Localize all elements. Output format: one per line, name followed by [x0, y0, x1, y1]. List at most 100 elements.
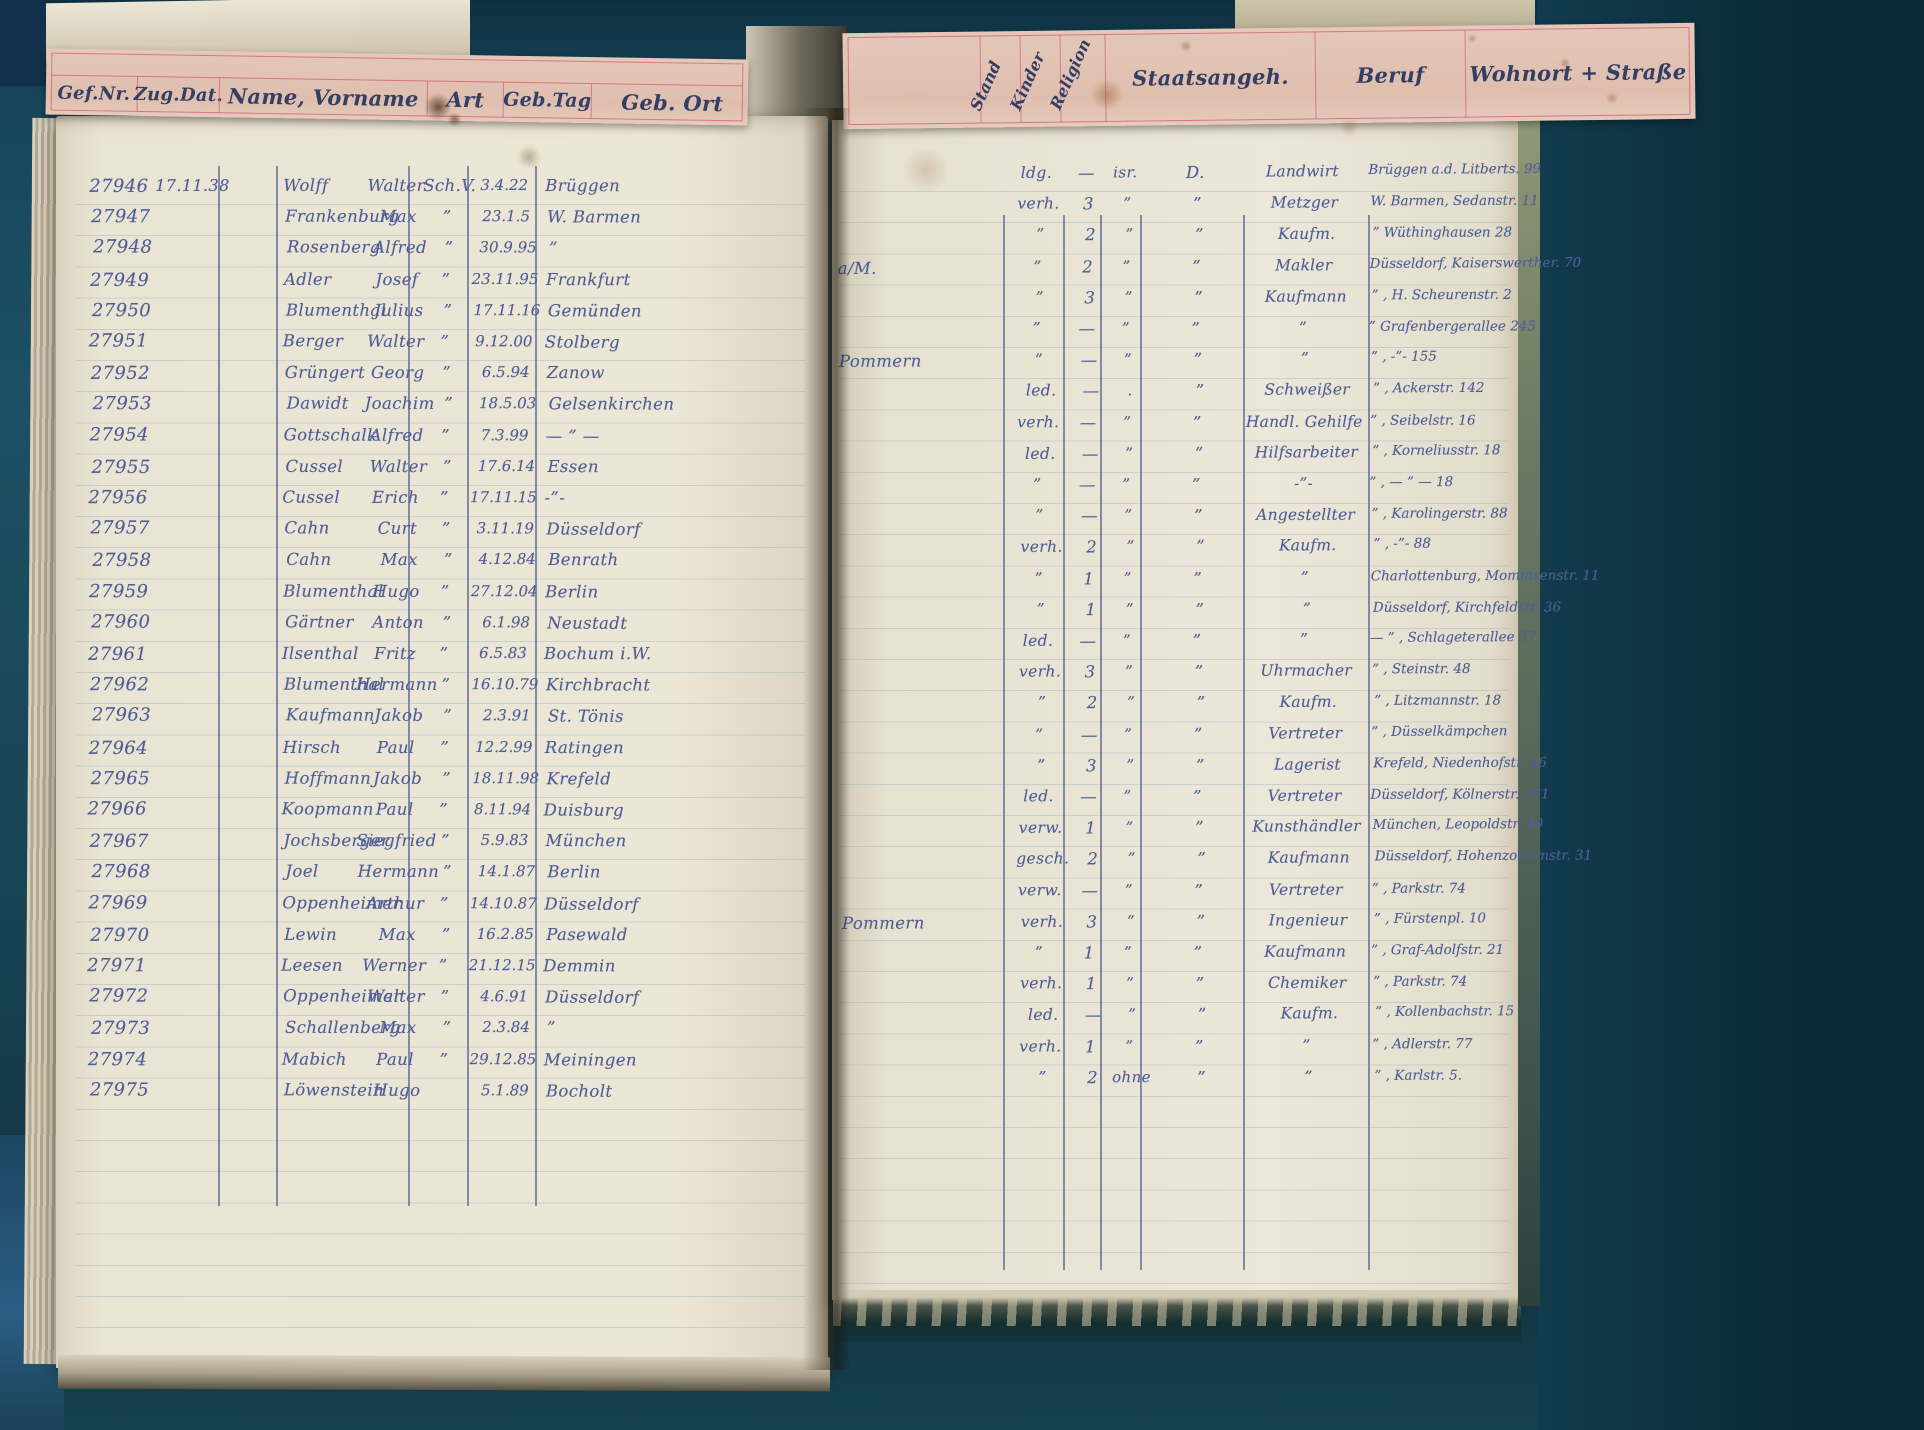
- cell-wohnort: Düsseldorf, Hohenzollernstr. 31: [1374, 847, 1593, 865]
- cell-art: ”: [440, 987, 450, 1007]
- cell-geb-tag: 2.3.84: [482, 1018, 530, 1037]
- cell-geb-tag: 8.11.94: [473, 800, 532, 819]
- cell-gef-nr: 27957: [90, 517, 150, 539]
- cell-kinder: —: [1079, 412, 1097, 432]
- ledger-row: verh. 1 ” ” ” ” , Adlerstr. 77: [832, 1035, 1532, 1068]
- cell-wohnort: W. Barmen, Sedanstr. 11: [1370, 192, 1539, 210]
- ledger-row: a/M. ” 2 ” ” Makler Düsseldorf, Kaiserswerther…: [830, 254, 1582, 290]
- cell-gef-nr: 27948: [93, 236, 153, 259]
- cell-staatsangeh: ”: [1191, 474, 1201, 494]
- cell-kinder: 1: [1085, 974, 1097, 994]
- cell-geb-tag: 2.3.91: [482, 706, 531, 725]
- cell-stand: ”: [1034, 350, 1044, 370]
- cell-staatsangeh: ”: [1196, 537, 1206, 557]
- cell-gef-nr: 27969: [88, 891, 148, 914]
- cell-beruf: -”-: [1293, 474, 1313, 493]
- cell-religion: ”: [1127, 849, 1136, 868]
- cell-religion: ”: [1124, 880, 1133, 899]
- cell-beruf: Schweißer: [1264, 380, 1350, 400]
- cell-geb-ort: Frankfurt: [545, 269, 631, 289]
- ledger-row: 27966 Koopmann Paul” 8.11.94 Duisburg: [54, 798, 826, 833]
- cell-gef-nr: 27950: [91, 299, 152, 322]
- cell-wohnort: ” , Düsselkämpchen: [1371, 722, 1508, 740]
- cell-kinder: 3: [1084, 288, 1096, 308]
- cell-geb-ort: Pasewald: [546, 924, 628, 944]
- cell-geb-ort: Meiningen: [543, 1049, 638, 1070]
- cell-art: ”: [440, 581, 450, 601]
- cell-art: ”: [441, 519, 451, 539]
- gutter-shadow: [802, 108, 850, 1370]
- cell-beruf: ”: [1304, 1067, 1313, 1086]
- cell-geb-tag: 23.11.95: [471, 269, 539, 288]
- column-header-wohnort-strasse: Wohnort + Straße: [1469, 58, 1687, 87]
- cell-wohnort: München, Leopoldstr. 40: [1372, 816, 1544, 834]
- cell-stand: verh.: [1017, 412, 1060, 431]
- book-cover-corner: [0, 0, 46, 86]
- cell-beruf: Vertreter: [1268, 880, 1343, 899]
- ledger-row: ” 3 ” ” Lagerist Krefeld, Niedenhofstr. 46: [833, 755, 1547, 788]
- cell-art: ”: [439, 487, 449, 508]
- cell-wohnort: ” , Graf-Adolfstr. 21: [1371, 941, 1505, 959]
- cell-beruf: Metzger: [1270, 193, 1339, 212]
- cell-kinder: —: [1077, 163, 1095, 183]
- cell-religion: ”: [1124, 724, 1133, 743]
- cell-geb-ort: Düsseldorf: [546, 519, 641, 540]
- cell-beruf: ”: [1302, 599, 1311, 618]
- cell-beruf: Angestellter: [1256, 505, 1355, 525]
- cell-staatsangeh: ”: [1197, 849, 1207, 869]
- cell-geb-ort: — ” —: [545, 426, 600, 446]
- rust-spot: [1090, 80, 1124, 110]
- cell-staatsangeh: ”: [1195, 381, 1205, 401]
- ledger-row: ” 2 ” ” Kaufm. ” , Litzmannstr. 18: [834, 693, 1534, 725]
- cell-art: ”: [439, 893, 449, 913]
- cell-kinder: —: [1080, 787, 1098, 807]
- cell-gef-nr: 27955: [91, 456, 151, 478]
- cell-geb-ort: Gelsenkirchen: [548, 394, 675, 414]
- cell-staatsangeh: ”: [1197, 1005, 1207, 1025]
- cell-beruf: Vertreter: [1267, 786, 1342, 805]
- ledger-row: 27974 Mabich Paul” 29.12.85 Meiningen: [54, 1049, 826, 1082]
- foxing-spot: [900, 150, 952, 190]
- ledger-row: 27958 Cahn Max” 4.12.84 Benrath: [58, 550, 830, 581]
- ledger-row: ” 1 ” ” ” Düsseldorf, Kirchfeldstr. 36: [833, 599, 1561, 631]
- cell-kinder: 2: [1085, 225, 1097, 245]
- rust-spot: [1560, 58, 1570, 68]
- cell-wohnort: ” , Ackerstr. 142: [1373, 380, 1485, 397]
- cell-geb-tag: 4.12.84: [478, 550, 536, 569]
- cell-geb-tag: 9.12.00: [475, 332, 533, 351]
- column-header-art: Art: [446, 86, 485, 112]
- cell-staatsangeh: ”: [1195, 599, 1205, 619]
- ledger-row: 27952 Grüngert Georg” 6.5.94 Zanow: [57, 363, 829, 394]
- cell-gef-nr: 27953: [92, 393, 152, 415]
- cell-geb-ort: Zanow: [546, 363, 605, 383]
- cell-stand: verh.: [1019, 1037, 1062, 1056]
- cell-art: ”: [442, 207, 452, 227]
- ledger-row: verh. 3 ” ” Metzger W. Barmen, Sedanstr. 11: [830, 193, 1538, 226]
- ledger-row: verw. 1 ” ” Kunsthändler München, Leopoldstr.…: [833, 816, 1544, 851]
- left-page-bottom-edge: [57, 1354, 831, 1392]
- cell-kinder: 2: [1087, 1067, 1098, 1087]
- cell-zug-dat: 17.11.38: [155, 175, 230, 195]
- cell-geb-tag: 18.11.98: [472, 768, 540, 788]
- column-rule: [1063, 215, 1065, 1270]
- cell-art: ”: [441, 425, 451, 445]
- right-page-entries: ldg. — isr. D. Landwirt Brüggen a.d. Litberts…: [830, 161, 1600, 1124]
- cell-geb-tag: 14.10.87: [469, 893, 537, 913]
- cell-staatsangeh: ”: [1195, 755, 1205, 775]
- cell-religion: ”: [1126, 912, 1136, 931]
- cell-gef-nr: 27952: [90, 363, 150, 385]
- cell-gef-nr: 27956: [88, 487, 148, 509]
- ledger-row: 27968 Joel Hermann” 14.1.87 Berlin: [57, 861, 829, 894]
- ledger-row: gesch. 2 ” ” Kaufmann Düsseldorf, Hohenzoller…: [835, 848, 1592, 881]
- cell-wohnort: ” , -”- 155: [1370, 348, 1437, 366]
- cell-art: ”: [443, 300, 453, 320]
- ledger-row: verh. 3 ” ” Uhrmacher ” , Steinstr. 48: [832, 661, 1532, 694]
- cell-religion: ”: [1125, 225, 1134, 244]
- cell-art: ”: [444, 394, 454, 414]
- column-rule: [276, 166, 278, 1206]
- cell-stand: ”: [1036, 225, 1045, 244]
- cell-religion: ”: [1125, 444, 1134, 463]
- ledger-row: 27949 Adler Josef” 23.11.95 Frankfurt: [56, 269, 828, 300]
- cell-stand: ”: [1035, 506, 1044, 525]
- cell-geb-tag: 6.5.83: [479, 644, 527, 663]
